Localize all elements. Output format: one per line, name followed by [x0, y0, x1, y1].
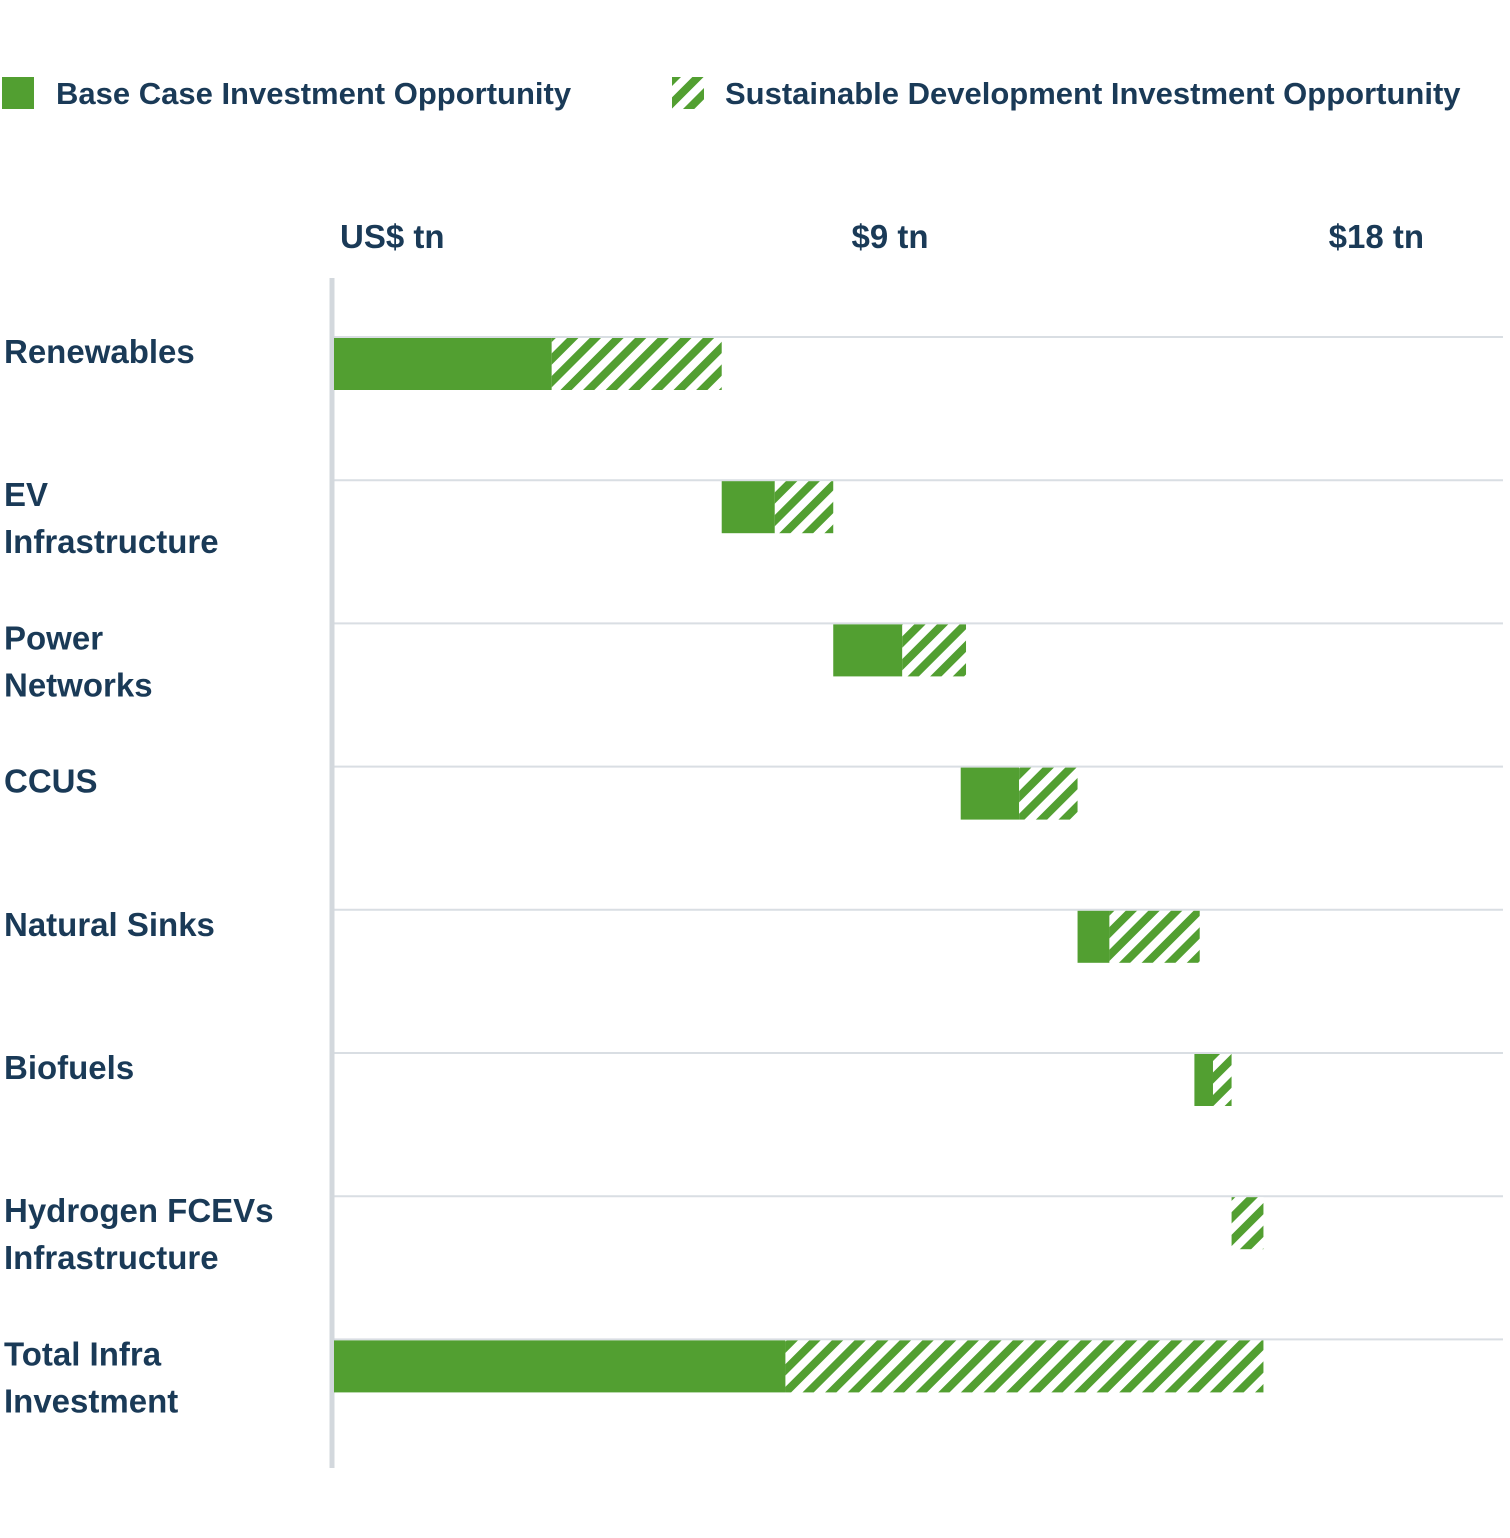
x-tick-label: $9 tn [851, 218, 928, 255]
category-label-line: Power [4, 619, 103, 656]
x-axis-ticks: US$ tn $9 tn $18 tn [340, 218, 1424, 255]
category-label: Hydrogen FCEVs Infrastructure [4, 1192, 274, 1276]
bar-base-case[interactable] [334, 338, 552, 390]
category-labels: Renewables EV Infrastructure Power Networks C… [4, 333, 274, 1419]
bar-base-case[interactable] [1077, 910, 1110, 963]
category-label-line: Natural Sinks [4, 906, 215, 943]
category-label-line: Infrastructure [4, 1239, 219, 1276]
bar-base-case[interactable] [721, 481, 775, 534]
category-label: CCUS [4, 763, 98, 800]
bar-sustainable-development[interactable] [902, 624, 967, 677]
legend-item-base-case[interactable]: Base Case Investment Opportunity [2, 76, 572, 111]
category-label: EV Infrastructure [4, 476, 219, 560]
x-tick-label: US$ tn [340, 218, 445, 255]
legend-label-base-case: Base Case Investment Opportunity [56, 76, 572, 111]
bar-sustainable-development[interactable] [774, 481, 834, 534]
legend-swatch-hatched [672, 77, 704, 109]
category-label-line: Investment [4, 1382, 178, 1419]
legend: Base Case Investment Opportunity Sustain… [2, 76, 1461, 111]
x-tick-label: $18 tn [1329, 218, 1424, 255]
bar-sustainable-development[interactable] [551, 338, 722, 390]
bars [334, 338, 1264, 1393]
category-label: Biofuels [4, 1049, 134, 1086]
category-label-line: Renewables [4, 333, 195, 370]
bar-sustainable-development[interactable] [785, 1340, 1264, 1393]
category-label-line: CCUS [4, 763, 98, 800]
category-label-line: Hydrogen FCEVs [4, 1192, 274, 1229]
legend-swatch-solid [2, 77, 34, 109]
bar-base-case[interactable] [960, 767, 1020, 820]
category-label-line: Total Infra [4, 1335, 162, 1372]
category-label: Natural Sinks [4, 906, 215, 943]
category-label-line: Biofuels [4, 1049, 134, 1086]
legend-item-sustainable[interactable]: Sustainable Development Investment Oppor… [672, 76, 1461, 111]
category-label: Total Infra Investment [4, 1335, 178, 1419]
category-label-line: Networks [4, 666, 153, 703]
category-label: Renewables [4, 333, 195, 370]
category-label-line: EV [4, 476, 48, 513]
legend-label-sustainable: Sustainable Development Investment Oppor… [725, 76, 1461, 111]
gridlines [334, 336, 1503, 1341]
category-label-line: Infrastructure [4, 523, 219, 560]
bar-sustainable-development[interactable] [1019, 767, 1078, 820]
bar-base-case[interactable] [1194, 1054, 1213, 1106]
bar-base-case[interactable] [833, 624, 903, 677]
bar-sustainable-development[interactable] [1231, 1197, 1264, 1250]
bar-base-case[interactable] [334, 1340, 786, 1393]
category-label: Power Networks [4, 619, 153, 703]
bar-sustainable-development[interactable] [1109, 910, 1200, 963]
bar-sustainable-development[interactable] [1212, 1054, 1232, 1106]
